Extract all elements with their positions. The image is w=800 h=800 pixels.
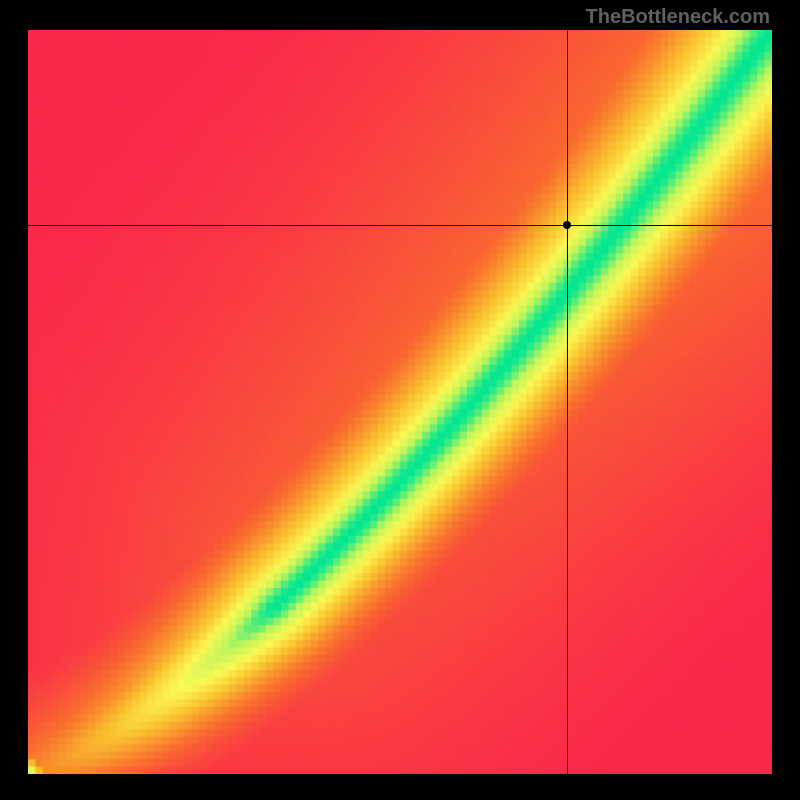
watermark-label: TheBottleneck.com — [586, 6, 770, 29]
crosshair-vertical — [567, 30, 568, 774]
plot-area — [28, 30, 772, 774]
bottleneck-heatmap — [28, 30, 772, 774]
chart-container: TheBottleneck.com — [0, 0, 800, 800]
crosshair-horizontal — [28, 225, 772, 226]
marker-dot — [563, 221, 571, 229]
